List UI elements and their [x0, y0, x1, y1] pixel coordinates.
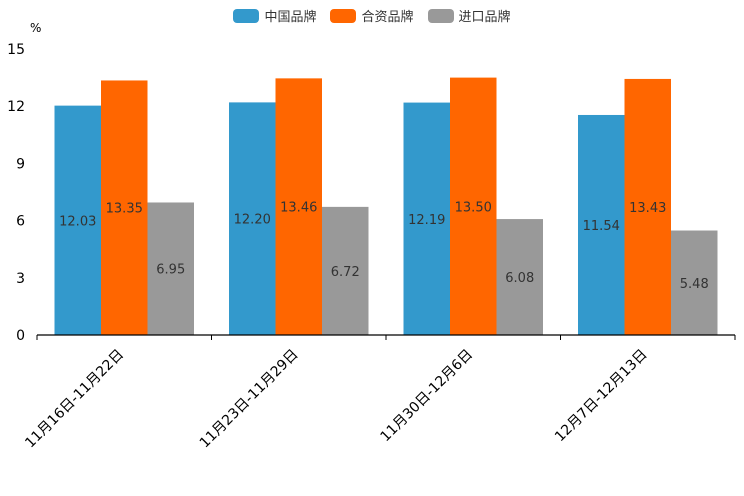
legend-item-3[interactable]: 进口品牌: [427, 6, 511, 25]
y-tick-label: 3: [16, 271, 25, 287]
y-tick-label: 0: [16, 328, 25, 344]
legend-swatch-2: [330, 8, 357, 23]
chart-legend: 中国品牌 合资品牌 进口品牌: [0, 6, 744, 25]
legend-item-1[interactable]: 中国品牌: [233, 6, 316, 25]
x-category-label: 11月23日-11月29日: [197, 347, 302, 452]
bar-2-2: [275, 78, 322, 335]
data-label: 13.46: [280, 201, 317, 216]
bar-3-2: [322, 206, 369, 335]
data-label: 6.72: [331, 265, 360, 280]
bar-1-3: [403, 102, 450, 335]
bar-1-1: [54, 105, 101, 336]
legend-label-1: 中国品牌: [264, 10, 317, 25]
bar-2-4: [624, 78, 671, 336]
y-tick-label: 12: [7, 99, 25, 115]
data-label: 12.19: [408, 213, 445, 228]
data-label: 13.35: [106, 202, 143, 217]
bar-3-1: [147, 202, 194, 335]
y-tick-label: 9: [16, 156, 25, 172]
bar-1-2: [229, 102, 276, 336]
data-label: 12.03: [59, 214, 96, 229]
data-label: 5.48: [680, 277, 709, 292]
legend-label-3: 进口品牌: [458, 10, 511, 25]
bar-3-3: [496, 219, 543, 335]
y-tick-label: 15: [7, 42, 25, 58]
legend-item-2[interactable]: 合资品牌: [330, 6, 414, 25]
data-label: 6.08: [505, 271, 534, 286]
legend-swatch-1: [233, 8, 260, 23]
data-label: 12.20: [234, 213, 271, 228]
x-category-label: 12月7日-12月13日: [552, 347, 651, 446]
data-label: 13.50: [455, 200, 492, 215]
x-category-label: 11月30日-12月6日: [378, 347, 477, 446]
legend-swatch-3: [427, 8, 454, 23]
y-tick-label: 6: [16, 214, 25, 230]
x-category-label: 11月16日-11月22日: [22, 347, 127, 452]
bar-2-3: [450, 77, 497, 335]
y-axis-unit-label: %: [30, 21, 41, 35]
data-label: 11.54: [583, 219, 620, 234]
data-label: 13.43: [629, 201, 666, 216]
legend-label-2: 合资品牌: [361, 10, 414, 25]
data-label: 6.95: [156, 263, 185, 278]
bar-3-4: [671, 230, 718, 335]
bar-2-1: [101, 80, 148, 336]
bar-1-4: [578, 114, 625, 335]
